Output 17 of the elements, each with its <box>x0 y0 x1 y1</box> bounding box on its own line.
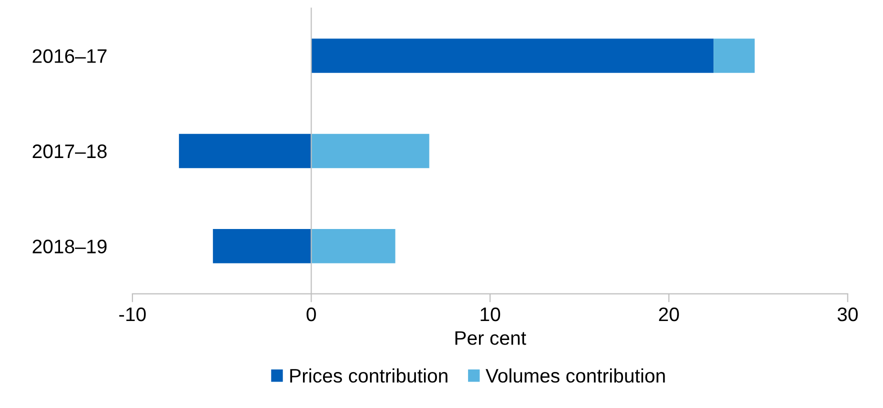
y-tick-label: 2016–17 <box>32 49 106 63</box>
y-tick-label: 2018–19 <box>32 240 107 254</box>
bar <box>311 134 430 168</box>
bar <box>714 38 755 73</box>
legend-label: Prices contribution <box>290 368 448 383</box>
legend-label: Volumes contribution <box>486 368 665 383</box>
x-tick-label: 30 <box>838 307 858 322</box>
x-tick-label: 20 <box>659 307 679 322</box>
bar <box>178 134 312 168</box>
x-tick-label: 10 <box>480 307 500 322</box>
x-tick-label: 0 <box>306 307 316 322</box>
bar <box>311 38 714 73</box>
x-axis-title: Per cent <box>455 331 526 345</box>
bar <box>212 229 312 264</box>
bar <box>311 229 396 264</box>
y-tick-label: 2017–18 <box>32 144 107 158</box>
x-tick-label: -10 <box>119 307 146 322</box>
